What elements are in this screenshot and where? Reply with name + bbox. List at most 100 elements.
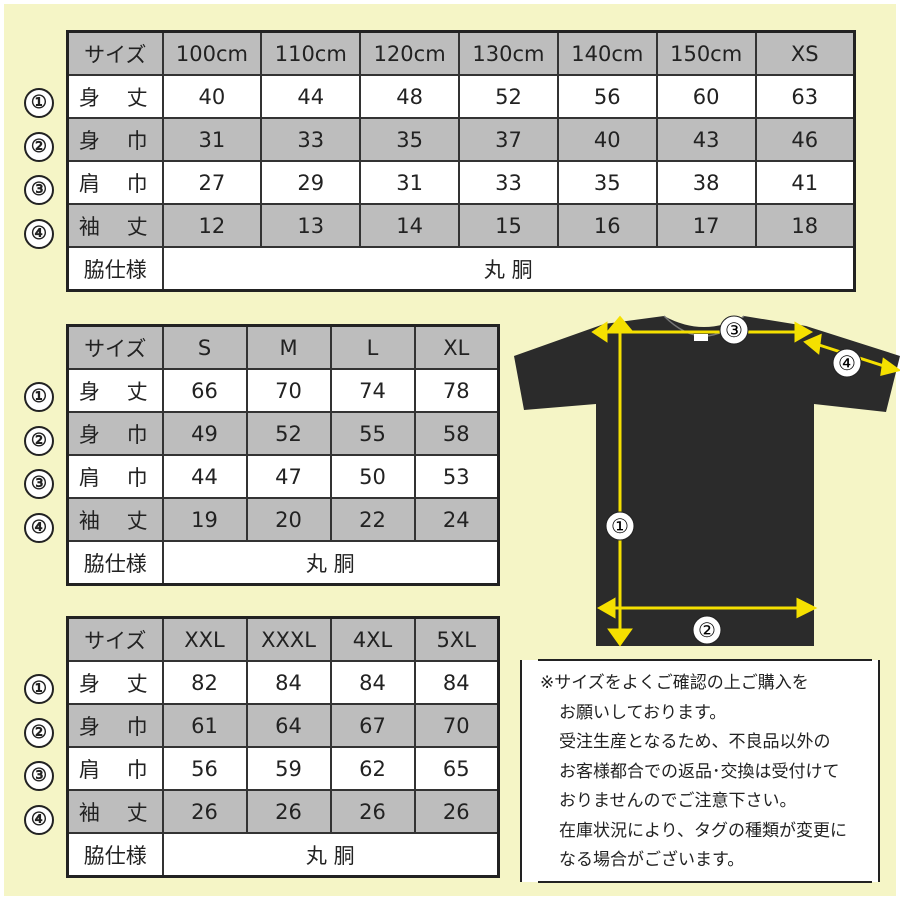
side-spec-value: 丸 胴 <box>161 246 856 292</box>
row-label: 肩 巾 <box>66 746 164 791</box>
cell-value: 46 <box>754 117 856 162</box>
size-header: 5XL <box>413 616 500 662</box>
size-header: 110cm <box>260 30 362 76</box>
note-line: 在庫状況により、タグの種類が変更に <box>559 820 847 841</box>
cell-value: 19 <box>161 497 248 542</box>
cell-value: 44 <box>161 454 248 499</box>
cell-value: 61 <box>161 703 248 748</box>
cell-value: 20 <box>245 497 332 542</box>
note-line: おりませんのでご注意下さい。 <box>559 791 797 811</box>
cell-value: 31 <box>359 160 461 205</box>
row-label: 身 丈 <box>66 74 164 119</box>
side-spec-value: 丸 胴 <box>161 540 500 586</box>
size-header: XL <box>413 324 500 370</box>
side-spec-label: 脇仕様 <box>66 540 164 586</box>
table-row: 肩 巾 44 47 50 53 <box>66 454 500 499</box>
size-table: サイズ XXL XXXL 4XL 5XL 身 丈 82 84 84 84 身 巾 61 64 67 70 肩 … <box>66 616 500 878</box>
cell-value: 26 <box>329 789 416 834</box>
marker-4: ④ <box>838 351 856 375</box>
table-row: 肩 巾 27 29 31 33 35 38 41 <box>66 160 856 205</box>
row-label: 肩 巾 <box>66 160 164 205</box>
size-header: XS <box>754 30 856 76</box>
cell-value: 66 <box>161 368 248 413</box>
size-header: S <box>161 324 248 370</box>
side-spec-value: 丸 胴 <box>161 832 500 878</box>
cell-value: 49 <box>161 411 248 456</box>
cell-value: 74 <box>329 368 416 413</box>
table-row: 身 巾 31 33 35 37 40 43 46 <box>66 117 856 162</box>
size-header: 130cm <box>458 30 559 76</box>
cell-value: 40 <box>161 74 263 119</box>
table-row: 身 丈 40 44 48 52 56 60 63 <box>66 74 856 119</box>
cell-value: 50 <box>329 454 416 499</box>
row-marker: ③ <box>24 175 54 205</box>
cell-value: 43 <box>655 117 757 162</box>
header-label: サイズ <box>66 616 164 662</box>
notes-box: ※サイズをよくご確認の上ご購入を お願いしております。 受注生産となるため、不良… <box>520 659 880 883</box>
tshirt-diagram: ③ ④ ① ② <box>514 315 900 647</box>
note-line: お願いしております。 <box>559 702 727 723</box>
tag-icon <box>694 334 708 341</box>
cell-value: 37 <box>458 117 559 162</box>
cell-value: 35 <box>556 160 658 205</box>
side-spec-row: 脇仕様丸 胴 <box>66 832 500 878</box>
side-spec-row: 脇仕様丸 胴 <box>66 246 856 292</box>
size-header: L <box>329 324 416 370</box>
cell-value: 53 <box>413 454 500 499</box>
cell-value: 84 <box>413 660 500 705</box>
cell-value: 55 <box>329 411 416 456</box>
cell-value: 58 <box>413 411 500 456</box>
row-marker: ④ <box>24 218 54 249</box>
cell-value: 59 <box>245 746 332 791</box>
side-spec-row: 脇仕様丸 胴 <box>66 540 500 586</box>
cell-value: 82 <box>161 660 248 705</box>
side-spec-label: 脇仕様 <box>66 246 164 292</box>
row-marker: ② <box>24 131 54 162</box>
table-row: 袖 丈 19 20 22 24 <box>66 497 500 542</box>
size-header: 100cm <box>161 30 263 76</box>
row-marker: ② <box>24 425 54 456</box>
note-line: なる場合がございます。 <box>559 850 745 870</box>
cell-value: 84 <box>329 660 416 705</box>
note-line: 受注生産となるため、不良品以外の <box>559 732 831 752</box>
cell-value: 41 <box>754 160 856 205</box>
cell-value: 62 <box>329 746 416 791</box>
cell-value: 52 <box>458 74 559 119</box>
header-row: サイズ XXL XXXL 4XL 5XL <box>66 616 500 662</box>
row-marker: ① <box>24 674 54 704</box>
row-label: 身 巾 <box>66 411 164 456</box>
table-row: 肩 巾 56 59 62 65 <box>66 746 500 791</box>
cell-value: 14 <box>359 203 461 248</box>
size-header: 140cm <box>556 30 658 76</box>
row-label: 身 巾 <box>66 703 164 748</box>
cell-value: 12 <box>161 203 263 248</box>
cell-value: 38 <box>655 160 757 205</box>
cell-value: 33 <box>260 117 362 162</box>
cell-value: 24 <box>413 497 500 542</box>
cell-value: 18 <box>754 203 856 248</box>
cell-value: 56 <box>161 746 248 791</box>
table-row: 身 丈 66 70 74 78 <box>66 368 500 413</box>
table-row: 身 巾 61 64 67 70 <box>66 703 500 748</box>
size-header: 120cm <box>359 30 461 76</box>
cell-value: 56 <box>556 74 658 119</box>
row-marker: ③ <box>24 761 54 791</box>
size-header: XXL <box>161 616 248 662</box>
row-label: 袖 丈 <box>66 789 164 834</box>
row-marker: ④ <box>24 804 54 835</box>
row-label: 身 丈 <box>66 368 164 413</box>
note-line: お客様都合での返品･交換は受付けて <box>559 761 840 782</box>
header-row: サイズ S M L XL <box>66 324 500 370</box>
cell-value: 48 <box>359 74 461 119</box>
size-header: 4XL <box>329 616 416 662</box>
row-label: 袖 丈 <box>66 203 164 248</box>
size-table: サイズ S M L XL 身 丈 66 70 74 78 身 巾 49 52 55 58 肩 巾 44 47 50 5… <box>66 324 500 586</box>
cell-value: 60 <box>655 74 757 119</box>
size-header: 150cm <box>655 30 757 76</box>
row-marker: ④ <box>24 512 54 543</box>
cell-value: 13 <box>260 203 362 248</box>
header-row: サイズ 100cm 110cm 120cm 130cm 140cm 150cm XS <box>66 30 856 76</box>
tshirt-shape <box>514 316 900 646</box>
size-table: サイズ 100cm 110cm 120cm 130cm 140cm 150cm XS 身 丈 40… <box>66 30 856 292</box>
cell-value: 35 <box>359 117 461 162</box>
